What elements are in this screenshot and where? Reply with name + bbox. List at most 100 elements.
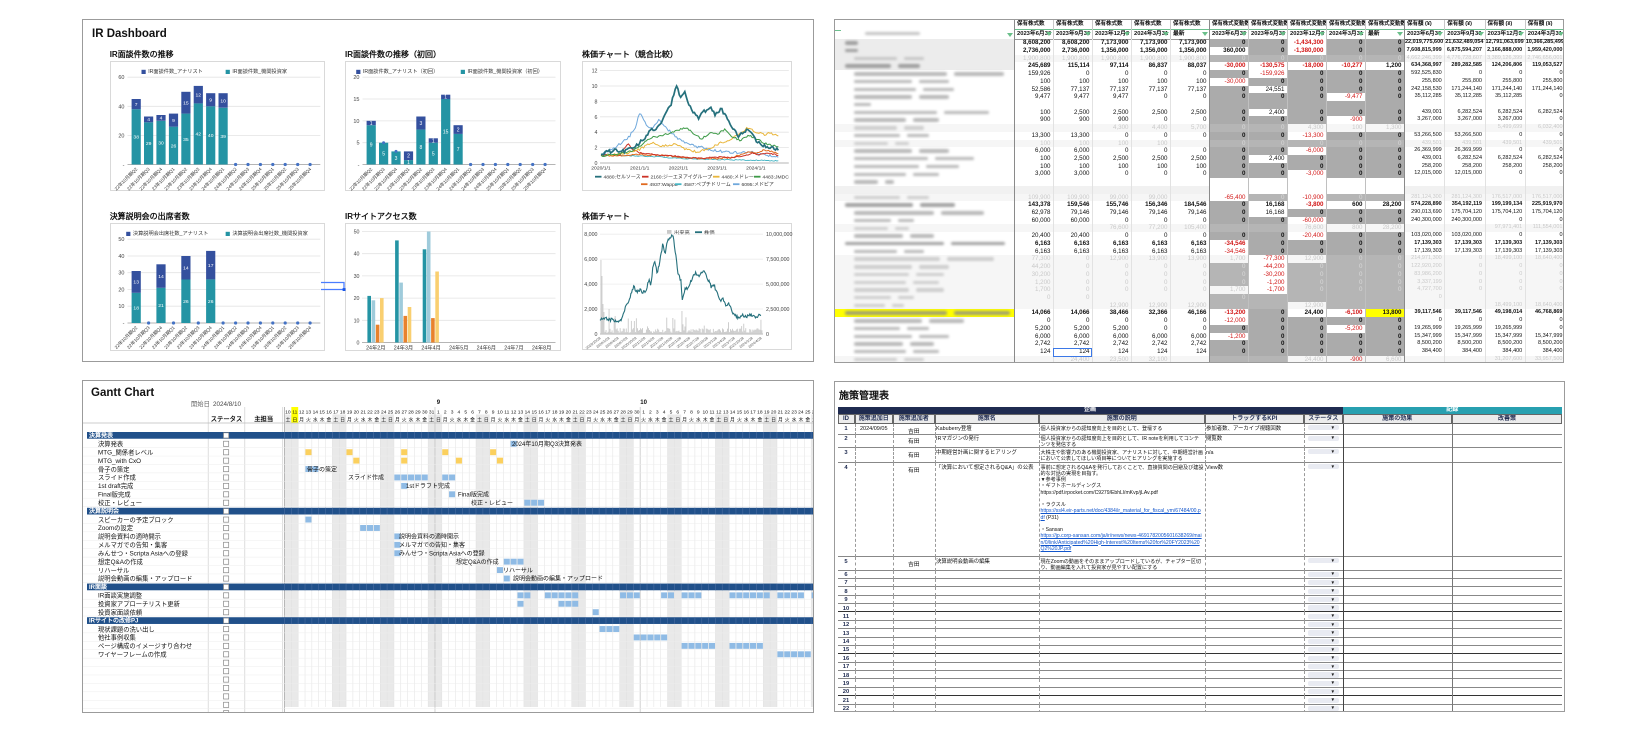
svg-text:2: 2: [407, 154, 410, 160]
svg-text:リハーサル: リハーサル: [503, 567, 533, 574]
svg-text:月: 月: [539, 417, 544, 423]
svg-text:-: -: [122, 321, 124, 327]
svg-text:日: 日: [436, 417, 441, 423]
svg-text:-: -: [358, 163, 360, 169]
svg-text:4937:Wappa: 4937:Wappa: [649, 182, 677, 188]
svg-text:木: 木: [559, 416, 564, 423]
svg-text:10: 10: [220, 98, 226, 104]
svg-text:19: 19: [559, 409, 565, 415]
svg-text:木: 木: [607, 416, 612, 423]
svg-text:7: 7: [683, 409, 686, 415]
svg-text:11: 11: [709, 409, 714, 415]
svg-text:日: 日: [532, 417, 537, 423]
svg-text:21: 21: [360, 409, 366, 415]
svg-text:水: 水: [792, 416, 797, 423]
svg-text:2024/1/1: 2024/1/1: [746, 165, 766, 171]
svg-text:24年2月: 24年2月: [366, 344, 385, 352]
svg-text:22: 22: [579, 409, 585, 415]
svg-text:金: 金: [805, 416, 810, 423]
svg-text:ページ構成のイメージすり合わせ: ページ構成のイメージすり合わせ: [98, 641, 192, 650]
svg-text:投資家アプローチリスト更新: 投資家アプローチリスト更新: [98, 599, 181, 608]
svg-text:25: 25: [388, 409, 394, 415]
svg-text:4: 4: [458, 409, 461, 415]
svg-text:決算発表: 決算発表: [98, 439, 124, 448]
svg-text:20: 20: [566, 409, 572, 415]
svg-text:12: 12: [299, 409, 305, 415]
svg-text:6: 6: [595, 115, 598, 121]
svg-text:火: 火: [402, 417, 407, 423]
svg-text:11: 11: [504, 409, 509, 415]
svg-text:15: 15: [353, 97, 359, 103]
svg-text:18: 18: [340, 409, 346, 415]
svg-text:リハーサル: リハーサル: [98, 566, 129, 574]
svg-text:27: 27: [401, 409, 407, 415]
svg-text:21: 21: [778, 409, 784, 415]
svg-text:6: 6: [471, 409, 474, 415]
svg-text:18: 18: [552, 409, 558, 415]
svg-text:説明会資料の適時開示: 説明会資料の適時開示: [98, 531, 161, 540]
svg-text:1: 1: [370, 121, 373, 127]
svg-text:月: 月: [299, 417, 304, 423]
svg-text:11: 11: [292, 409, 297, 415]
svg-text:金: 金: [374, 416, 379, 423]
svg-text:開始日: 開始日: [191, 399, 210, 408]
svg-text:木: 木: [463, 416, 468, 423]
svg-text:月: 月: [347, 417, 352, 423]
svg-text:水: 水: [361, 416, 366, 423]
svg-text:25: 25: [600, 409, 606, 415]
svg-text:23: 23: [791, 409, 797, 415]
svg-text:木: 木: [655, 416, 660, 423]
svg-text:17: 17: [208, 263, 214, 269]
svg-text:みんせつ・Scripta Asiaへの登録: みんせつ・Scripta Asiaへの登録: [399, 549, 485, 557]
svg-text:26: 26: [183, 299, 189, 305]
svg-text:月: 月: [443, 417, 448, 423]
svg-text:20: 20: [353, 75, 359, 81]
svg-text:想定Q&Aの作成: 想定Q&Aの作成: [456, 557, 499, 565]
svg-text:骨子の策定: 骨子の策定: [98, 464, 130, 473]
svg-text:火: 火: [354, 417, 359, 423]
svg-text:60: 60: [118, 75, 124, 81]
svg-text:木: 木: [368, 416, 373, 423]
svg-text:13: 13: [723, 409, 729, 415]
svg-text:金: 金: [470, 416, 475, 423]
svg-text:10: 10: [702, 409, 708, 415]
svg-text:決算説明会出席社数_機関投資家: 決算説明会出席社数_機関投資家: [232, 229, 308, 237]
svg-text:39: 39: [220, 134, 226, 140]
svg-text:20: 20: [118, 133, 124, 139]
svg-text:12: 12: [195, 93, 201, 99]
svg-text:29: 29: [415, 409, 421, 415]
svg-text:21: 21: [572, 409, 578, 415]
svg-text:14: 14: [313, 409, 319, 415]
svg-text:50: 50: [354, 230, 360, 236]
svg-text:日: 日: [340, 417, 345, 423]
svg-text:Final版完成: Final版完成: [458, 490, 489, 498]
svg-text:Gantt Chart: Gantt Chart: [91, 387, 154, 399]
svg-text:月: 月: [778, 417, 783, 423]
svg-text:9: 9: [172, 118, 175, 124]
svg-text:2022/1/1: 2022/1/1: [669, 165, 689, 171]
svg-text:14: 14: [183, 266, 189, 272]
svg-text:0: 0: [357, 341, 360, 347]
svg-text:2020/1/1: 2020/1/1: [591, 165, 611, 171]
svg-text:27: 27: [613, 409, 619, 415]
svg-text:土: 土: [669, 416, 674, 423]
svg-text:3: 3: [395, 156, 398, 162]
svg-text:7: 7: [457, 147, 460, 153]
svg-text:12: 12: [592, 69, 598, 75]
svg-text:40: 40: [118, 254, 124, 260]
svg-text:15: 15: [183, 101, 189, 107]
svg-text:22: 22: [367, 409, 373, 415]
svg-text:2: 2: [595, 146, 598, 152]
svg-text:0: 0: [595, 332, 598, 338]
svg-text:24年8月: 24年8月: [532, 344, 551, 352]
svg-text:土: 土: [716, 416, 721, 423]
svg-text:10: 10: [592, 84, 598, 90]
svg-text:投資家面談依頼: 投資家面談依頼: [98, 607, 143, 616]
svg-text:35: 35: [183, 137, 189, 143]
svg-text:MTG_関係者レベル: MTG_関係者レベル: [98, 447, 153, 456]
svg-text:IR面談件数_機関投資家: IR面談件数_機関投資家: [232, 67, 287, 75]
svg-text:IR面談件数_アナリスト（初回）: IR面談件数_アナリスト（初回）: [363, 67, 438, 75]
svg-text:火: 火: [737, 417, 742, 423]
svg-text:4,000: 4,000: [584, 282, 597, 288]
svg-text:月: 月: [730, 417, 735, 423]
